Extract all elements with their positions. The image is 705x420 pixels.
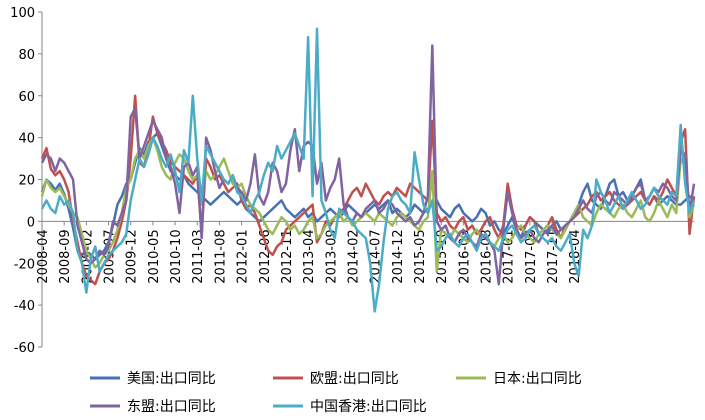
series-line-5 bbox=[40, 27, 696, 313]
legend-label: 中国香港:出口同比 bbox=[310, 399, 427, 415]
x-tick-label: 2009-12 bbox=[125, 229, 140, 283]
x-tick-label: 2012-01 bbox=[236, 229, 251, 283]
x-tick-label: 2010-10 bbox=[169, 229, 184, 283]
y-tick-label: 80 bbox=[18, 48, 35, 63]
y-tick-label: -20 bbox=[14, 257, 35, 272]
x-tick-label: 2014-12 bbox=[391, 229, 406, 283]
legend-label: 欧盟:出口同比 bbox=[310, 371, 399, 387]
x-tick-label: 2008-04 bbox=[36, 229, 51, 283]
axes: -60 -40 -20 0 20 40 60 80 100 2008-04 2008-09 2009… bbox=[10, 6, 694, 356]
y-tick-label: 40 bbox=[18, 132, 35, 147]
y-tick-label: -40 bbox=[14, 299, 35, 314]
x-tick-label: 2017-11 bbox=[546, 229, 561, 283]
x-tick-label: 2012-06 bbox=[258, 229, 273, 283]
legend-label: 美国:出口同比 bbox=[127, 371, 216, 387]
y-tick-label: 20 bbox=[18, 174, 35, 189]
y-tick-label: 100 bbox=[10, 6, 35, 21]
series-line-4 bbox=[40, 44, 696, 286]
x-tick-label: 2008-09 bbox=[58, 229, 73, 283]
y-tick-label: -60 bbox=[14, 341, 35, 356]
x-tick-label: 2011-03 bbox=[191, 229, 206, 283]
legend-label: 东盟:出口同比 bbox=[127, 399, 216, 415]
x-tick-label: 2014-02 bbox=[346, 229, 361, 283]
x-axis-ticks: 2008-04 2008-09 2009-02 2009-07 2009-12 2010-… bbox=[36, 221, 583, 284]
x-tick-label: 2013-04 bbox=[302, 229, 317, 283]
y-tick-label: 60 bbox=[18, 90, 35, 105]
y-tick-label: 0 bbox=[27, 215, 35, 230]
y-axis-ticks: -60 -40 -20 0 20 40 60 80 100 bbox=[10, 6, 42, 356]
x-tick-label: 2010-05 bbox=[147, 229, 162, 283]
series-lines bbox=[40, 27, 696, 313]
legend-label: 日本:出口同比 bbox=[493, 371, 582, 387]
x-tick-label: 2013-09 bbox=[324, 229, 339, 283]
x-tick-label: 2017-01 bbox=[502, 229, 517, 283]
x-tick-label: 2012-11 bbox=[280, 229, 295, 283]
x-tick-label: 2015-05 bbox=[413, 229, 428, 283]
x-tick-label: 2011-08 bbox=[213, 229, 228, 283]
